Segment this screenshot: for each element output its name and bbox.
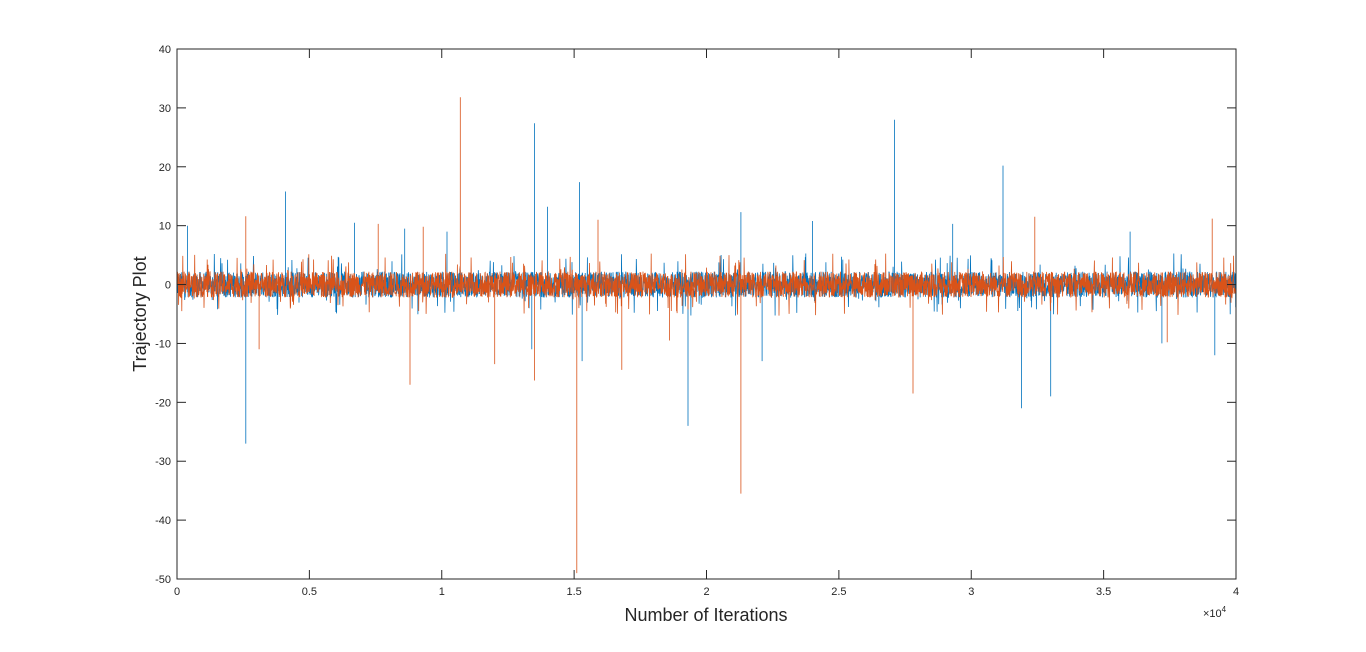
y-tick-label: 10	[159, 221, 171, 233]
x-tick-label: 3	[968, 586, 974, 598]
x-tick-label: 0.5	[302, 586, 317, 598]
series-2-line	[176, 97, 1237, 574]
tick-layer: 0 0.5 1 1.5 2 2.5 3 3.5 4 40 30 20 10 0 -10 -20 -30 -40 -5…	[155, 44, 1239, 598]
x-tick-label: 4	[1233, 586, 1239, 598]
x-axis-exponent-base: ×10	[1203, 608, 1222, 620]
y-tick-label: -10	[155, 338, 171, 350]
series-layer	[176, 97, 1237, 574]
y-axis-label: Trajectory Plot	[130, 256, 150, 371]
x-tick-label: 1.5	[566, 586, 581, 598]
y-tick-label: -50	[155, 574, 171, 586]
y-tick-label: -30	[155, 456, 171, 468]
y-tick-label: 30	[159, 103, 171, 115]
x-axis-label: Number of Iterations	[624, 605, 787, 625]
y-tick-label: 40	[159, 44, 171, 56]
x-tick-label: 2.5	[831, 586, 846, 598]
x-tick-label: 2	[703, 586, 709, 598]
x-tick-label: 0	[174, 586, 180, 598]
y-tick-label: -40	[155, 515, 171, 527]
x-tick-label: 3.5	[1096, 586, 1111, 598]
x-axis-exponent: ×104	[1203, 605, 1227, 620]
y-tick-label: 20	[159, 162, 171, 174]
y-tick-label: -20	[155, 397, 171, 409]
x-tick-label: 1	[439, 586, 445, 598]
y-tick-label: 0	[165, 280, 171, 292]
x-axis-exponent-power: 4	[1222, 605, 1227, 614]
